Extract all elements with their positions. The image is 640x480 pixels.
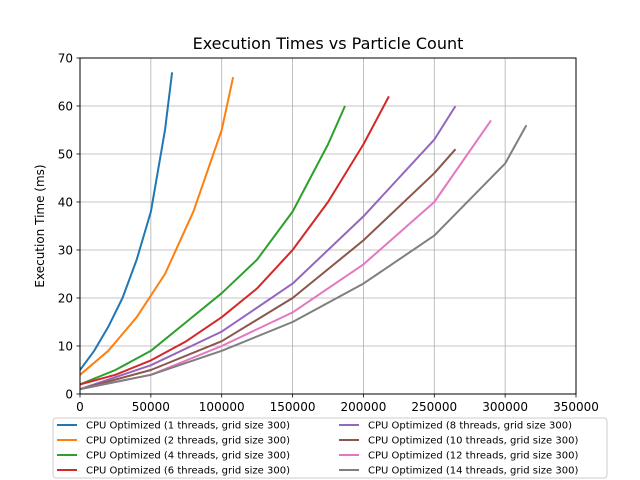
- x-tick-label: 350000: [553, 400, 599, 414]
- legend-entry-2: CPU Optimized (2 threads, grid size 300): [86, 436, 290, 447]
- legend-entry-8: CPU Optimized (14 threads, grid size 300…: [368, 466, 578, 477]
- x-tick-label: 150000: [270, 400, 316, 414]
- x-tick-label: 0: [76, 400, 84, 414]
- x-tick-label: 300000: [482, 400, 528, 414]
- legend-entry-1: CPU Optimized (1 threads, grid size 300): [86, 421, 290, 432]
- series-line-6: [80, 148, 457, 391]
- plot-frame: [79, 57, 577, 395]
- legend-entry-3: CPU Optimized (4 threads, grid size 300): [86, 451, 290, 462]
- series-line-8: [80, 124, 528, 391]
- y-tick-label: 70: [58, 52, 73, 66]
- series-line-2: [80, 76, 235, 376]
- y-axis-label: Execution Time (ms): [33, 164, 47, 287]
- legend-entry-6: CPU Optimized (10 threads, grid size 300…: [368, 436, 578, 447]
- chart-title: Execution Times vs Particle Count: [193, 34, 464, 53]
- x-tick-label: 250000: [411, 400, 457, 414]
- x-axis-ticks: 0 50000 100000 150000 200000 250000 300000 3500…: [76, 394, 599, 414]
- series-line-5: [80, 105, 457, 391]
- x-tick-label: 200000: [341, 400, 387, 414]
- legend-entry-4: CPU Optimized (6 threads, grid size 300): [86, 466, 290, 477]
- series-line-4: [80, 95, 390, 386]
- y-tick-label: 0: [65, 388, 73, 402]
- y-axis-ticks: 0 10 20 30 40 50 60 70: [58, 52, 80, 402]
- legend-box: [52, 417, 608, 479]
- legend-entry-7: CPU Optimized (12 threads, grid size 300…: [368, 451, 578, 462]
- plot-series: [80, 72, 528, 391]
- legend-entry-5: CPU Optimized (8 threads, grid size 300): [368, 421, 572, 432]
- y-tick-label: 40: [58, 196, 73, 210]
- y-tick-label: 20: [58, 292, 73, 306]
- series-line-3: [80, 105, 346, 386]
- y-tick-label: 30: [58, 244, 73, 258]
- y-tick-label: 10: [58, 340, 73, 354]
- x-tick-label: 50000: [132, 400, 170, 414]
- y-tick-label: 50: [58, 148, 73, 162]
- x-tick-label: 100000: [199, 400, 245, 414]
- series-line-1: [80, 72, 174, 371]
- legend: CPU Optimized (1 threads, grid size 300)…: [52, 417, 608, 479]
- y-tick-label: 60: [58, 100, 73, 114]
